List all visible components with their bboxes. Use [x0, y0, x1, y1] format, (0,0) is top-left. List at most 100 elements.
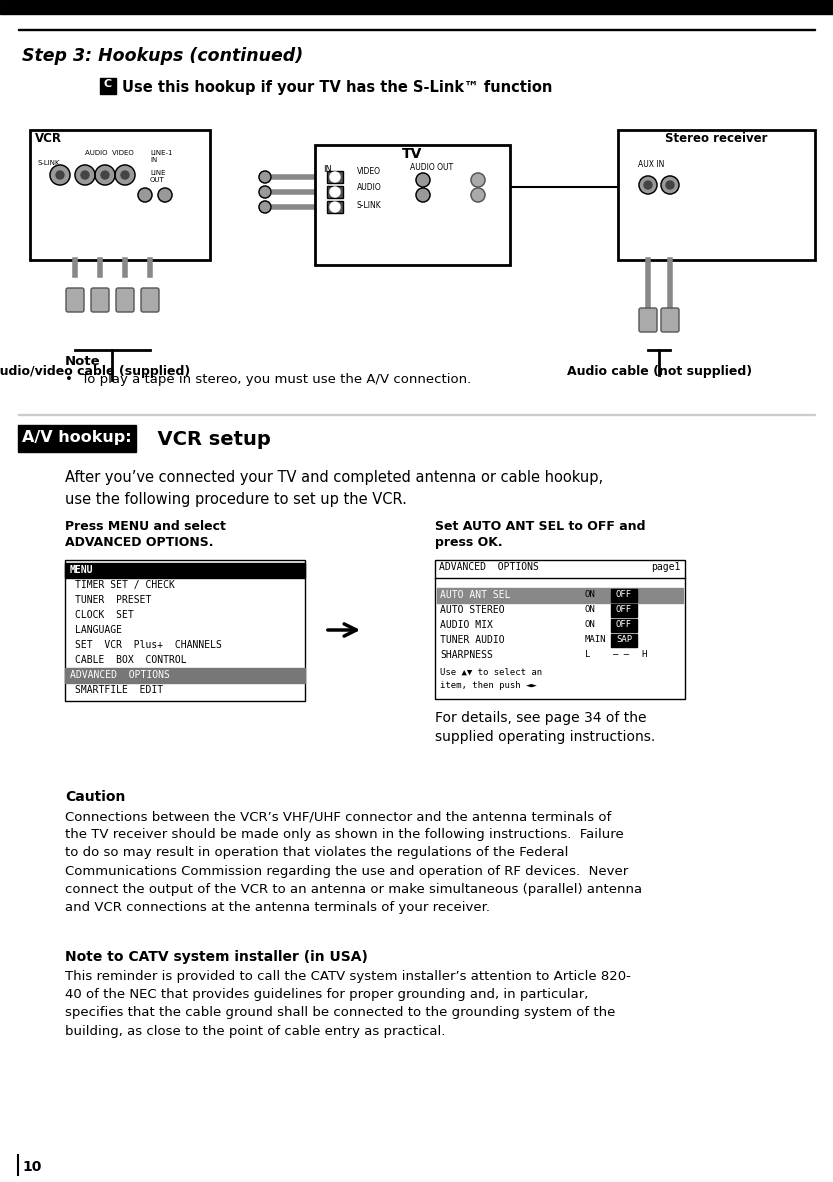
Bar [435, 560, 685, 699]
Text: Audio cable (not supplied): Audio cable (not supplied) [567, 365, 752, 378]
Bar [65, 563, 305, 578]
Text: Set AUTO ANT SEL to OFF and: Set AUTO ANT SEL to OFF and [435, 520, 646, 533]
Circle shape [121, 171, 129, 178]
Circle shape [416, 188, 430, 202]
Text: This reminder is provided to call the CATV system installer’s attention to Artic: This reminder is provided to call the CA… [65, 970, 631, 1038]
Bar [30, 130, 210, 260]
Text: A/V hookup:: A/V hookup: [22, 430, 132, 444]
Text: After you’ve connected your TV and completed antenna or cable hookup,
use the fo: After you’ve connected your TV and compl… [65, 470, 603, 507]
Circle shape [56, 171, 64, 178]
Text: TUNER AUDIO: TUNER AUDIO [440, 635, 505, 645]
Text: L: L [585, 650, 591, 660]
Bar [0, 0, 833, 14]
Text: – –: – – [613, 650, 629, 660]
Circle shape [639, 176, 657, 194]
Text: OFF: OFF [616, 590, 632, 599]
Text: MAIN: MAIN [585, 635, 606, 644]
Bar [315, 145, 510, 265]
Text: AUDIO: AUDIO [357, 183, 382, 191]
Bar [327, 186, 343, 199]
Text: Audio/video cable (supplied): Audio/video cable (supplied) [0, 365, 190, 378]
Text: ADVANCED  OPTIONS: ADVANCED OPTIONS [70, 670, 170, 680]
Text: S-LINK: S-LINK [357, 201, 382, 210]
Text: ADVANCED  OPTIONS: ADVANCED OPTIONS [439, 561, 539, 572]
Text: MENU: MENU [70, 565, 93, 574]
Bar [327, 171, 343, 183]
Bar [100, 78, 116, 95]
Text: S-LINK: S-LINK [38, 160, 61, 165]
Text: VIDEO: VIDEO [357, 167, 381, 176]
Circle shape [330, 187, 340, 197]
Text: Use this hookup if your TV has the S-Link™ function: Use this hookup if your TV has the S-Lin… [122, 80, 552, 95]
Circle shape [101, 171, 109, 178]
Text: H: H [641, 650, 646, 660]
Bar [437, 587, 683, 603]
Circle shape [416, 173, 430, 187]
Text: Caution: Caution [65, 790, 126, 804]
FancyBboxPatch shape [141, 288, 159, 312]
Circle shape [115, 165, 135, 186]
Bar [618, 130, 815, 260]
Circle shape [81, 171, 89, 178]
Circle shape [471, 188, 485, 202]
Text: item, then push ◄►: item, then push ◄► [440, 681, 536, 690]
Text: VCR setup: VCR setup [144, 430, 271, 449]
Circle shape [666, 181, 674, 189]
Bar [611, 634, 637, 647]
Text: Use ▲▼ to select an: Use ▲▼ to select an [440, 668, 542, 677]
Circle shape [50, 165, 70, 186]
Text: LANGUAGE: LANGUAGE [75, 625, 122, 635]
Text: Note: Note [65, 355, 101, 368]
Circle shape [471, 173, 485, 187]
Text: SAP: SAP [616, 635, 632, 644]
Bar [435, 560, 685, 578]
Text: IN: IN [323, 165, 332, 174]
Circle shape [644, 181, 652, 189]
Bar [65, 668, 305, 683]
Text: AUDIO OUT: AUDIO OUT [410, 163, 453, 173]
Circle shape [259, 186, 271, 199]
FancyBboxPatch shape [66, 288, 84, 312]
Text: VCR: VCR [35, 132, 62, 145]
Text: OFF: OFF [616, 621, 632, 629]
Text: OFF: OFF [616, 605, 632, 613]
Text: CLOCK  SET: CLOCK SET [75, 610, 134, 621]
Text: LINE-1
IN: LINE-1 IN [150, 150, 172, 163]
Text: AUTO STEREO: AUTO STEREO [440, 605, 505, 615]
Circle shape [75, 165, 95, 186]
Circle shape [330, 202, 340, 212]
FancyBboxPatch shape [639, 309, 657, 332]
Text: •  To play a tape in stereo, you must use the A/V connection.: • To play a tape in stereo, you must use… [65, 374, 471, 387]
Text: Press MENU and select: Press MENU and select [65, 520, 226, 533]
Text: ADVANCED OPTIONS.: ADVANCED OPTIONS. [65, 535, 213, 548]
Circle shape [138, 188, 152, 202]
Text: ON: ON [585, 590, 596, 599]
Text: SHARPNESS: SHARPNESS [440, 650, 493, 660]
Text: Step 3: Hookups (continued): Step 3: Hookups (continued) [22, 47, 303, 65]
Circle shape [259, 201, 271, 213]
Text: ON: ON [585, 621, 596, 629]
FancyBboxPatch shape [116, 288, 134, 312]
Circle shape [95, 165, 115, 186]
Text: TIMER SET / CHECK: TIMER SET / CHECK [75, 580, 175, 590]
Text: ON: ON [585, 605, 596, 613]
Text: Note to CATV system installer (in USA): Note to CATV system installer (in USA) [65, 950, 368, 965]
Text: TV: TV [402, 147, 422, 161]
Text: AUDIO  VIDEO: AUDIO VIDEO [85, 150, 134, 156]
Bar [611, 619, 637, 632]
Text: SMARTFILE  EDIT: SMARTFILE EDIT [75, 686, 163, 695]
FancyBboxPatch shape [91, 288, 109, 312]
Text: Connections between the VCR’s VHF/UHF connector and the antenna terminals of
the: Connections between the VCR’s VHF/UHF co… [65, 810, 642, 914]
Text: TUNER  PRESET: TUNER PRESET [75, 595, 152, 605]
Bar [18, 426, 136, 452]
Text: LINE
OUT: LINE OUT [150, 170, 166, 183]
Bar [611, 589, 637, 602]
Bar [611, 604, 637, 617]
Text: For details, see page 34 of the
supplied operating instructions.: For details, see page 34 of the supplied… [435, 712, 656, 745]
Text: Stereo receiver: Stereo receiver [665, 132, 767, 145]
Text: AUX IN: AUX IN [638, 160, 665, 169]
Circle shape [330, 173, 340, 182]
Text: C: C [104, 79, 112, 89]
Text: press OK.: press OK. [435, 535, 502, 548]
Text: page1: page1 [651, 561, 681, 572]
